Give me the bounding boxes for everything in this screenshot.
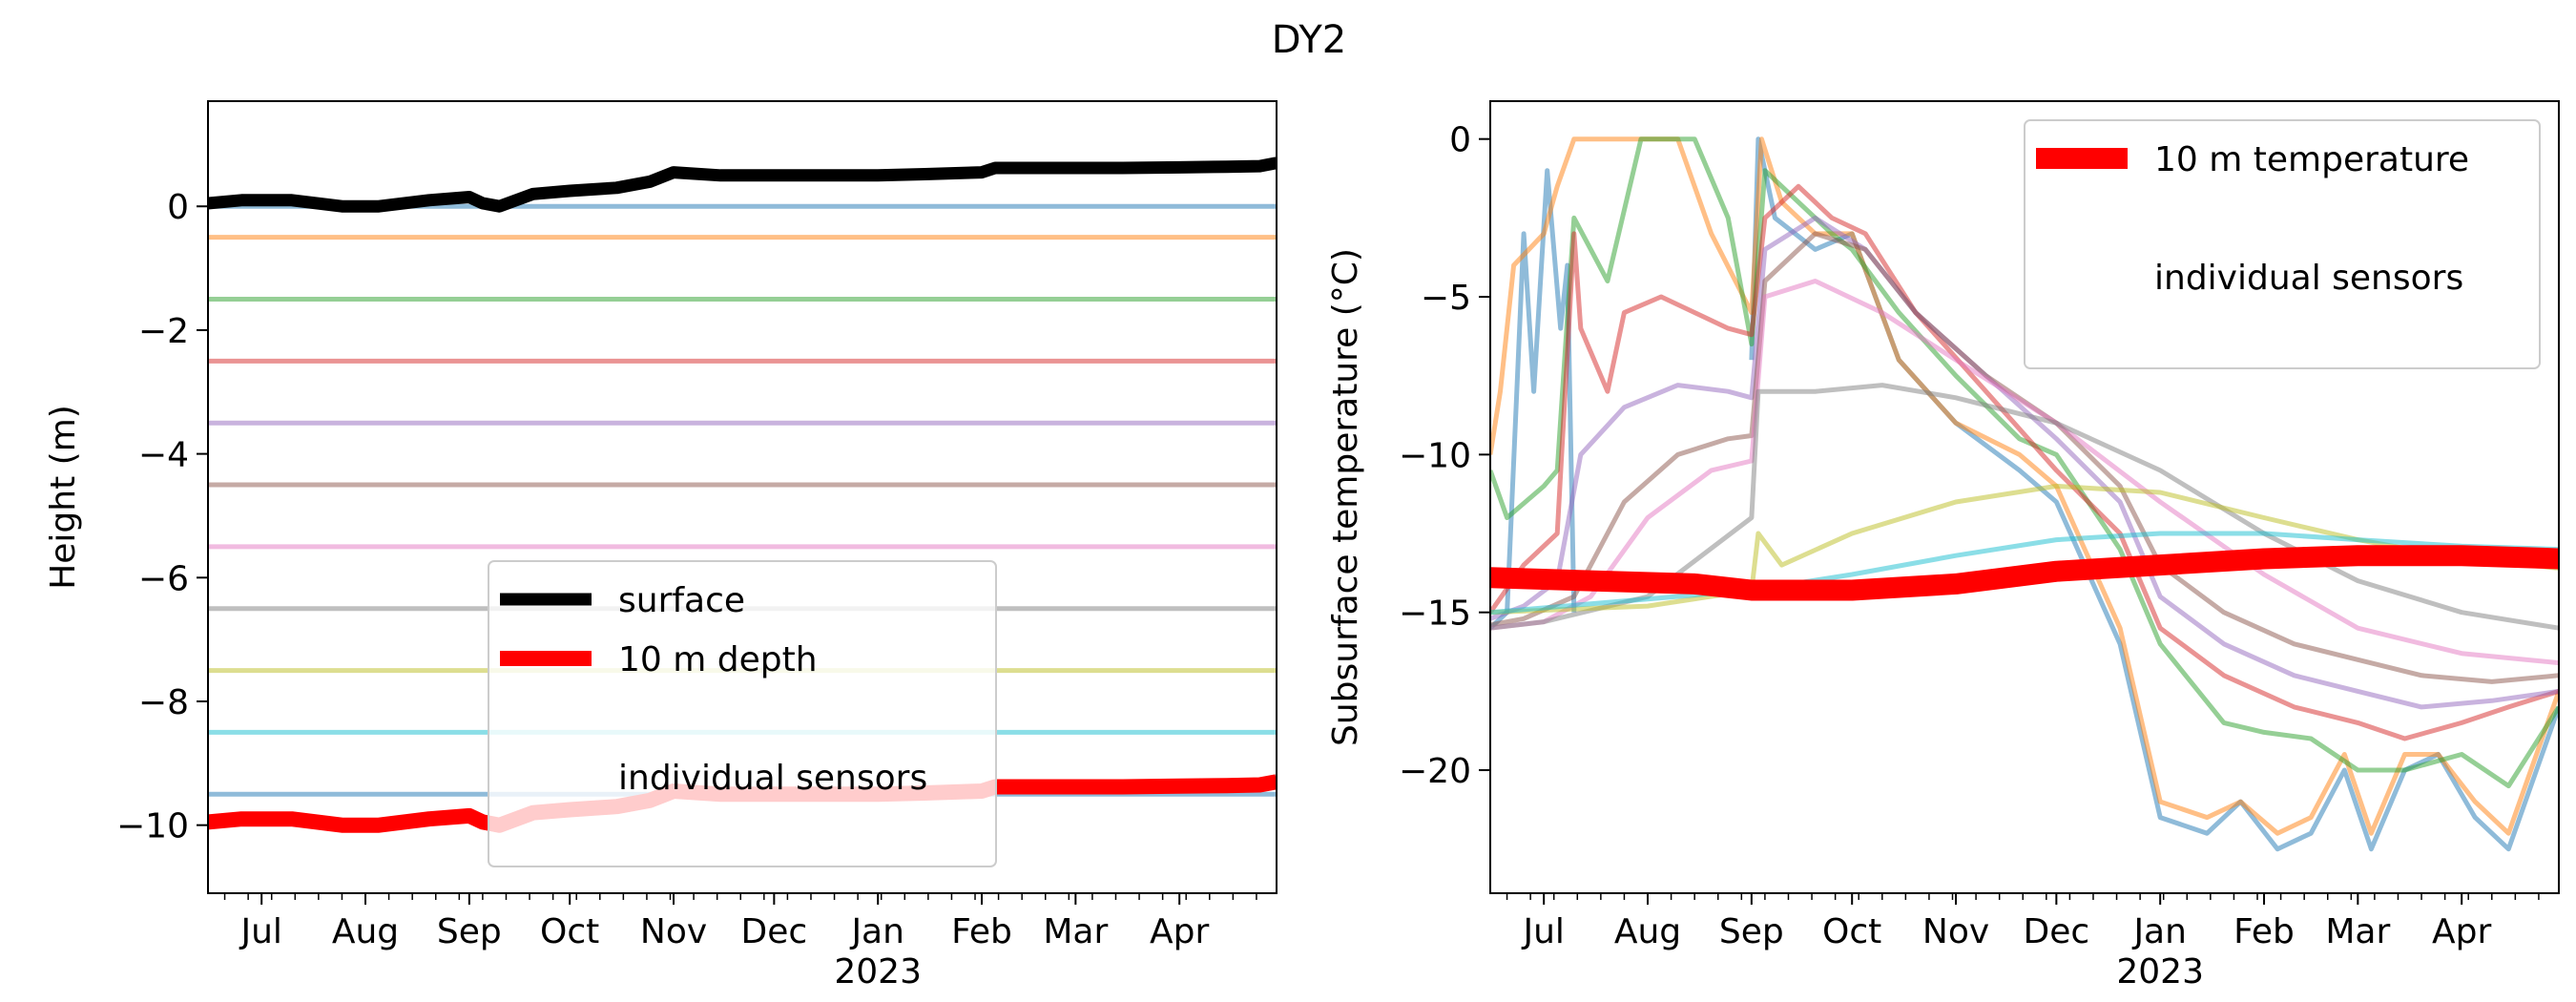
y-tick-label: −2: [138, 312, 189, 351]
y-tick-label: 0: [1449, 121, 1471, 160]
x-tick-label: Dec: [741, 912, 808, 951]
x-tick-label: Sep: [437, 912, 502, 951]
x-tick-label: Jan: [2131, 912, 2187, 951]
height-panel: 0 −2 −4 −6 −8 −10 Jul Aug Sep Oct Nov Dec Jan Feb Mar A…: [44, 100, 1278, 992]
y-tick-label: 0: [167, 188, 189, 227]
x-tick-label: Dec: [2024, 912, 2090, 951]
10-m-temperature-line: [1490, 545, 2559, 601]
y-tick-label: −20: [1399, 752, 1471, 791]
x-tick-label: Apr: [1150, 912, 1209, 951]
sensor-line-2: [1490, 136, 2559, 836]
legend-box: [488, 560, 997, 867]
legend-label: individual sensors: [618, 759, 927, 798]
x-tick-label: Nov: [1922, 912, 1989, 951]
y-tick-label: −8: [138, 683, 189, 722]
x-tick-label: Apr: [2432, 912, 2491, 951]
plot-area: [1490, 136, 2559, 852]
x-year-label: 2023: [2116, 952, 2204, 992]
y-tick-label: −5: [1421, 279, 1471, 318]
y-tick-label: −10: [116, 807, 189, 846]
x-tick-label: Jul: [1521, 912, 1564, 951]
y-tick-label: −10: [1399, 436, 1471, 475]
x-tick-label: Oct: [540, 912, 599, 951]
axes-frame: [207, 100, 1278, 894]
sensor-line-6: [1490, 231, 2559, 684]
y-axis-label: Height (m): [44, 405, 83, 590]
x-year-label: 2023: [834, 952, 922, 992]
y-tick-label: −15: [1399, 595, 1471, 634]
sensor-line-7: [1490, 279, 2559, 666]
surface-line: [208, 157, 1277, 213]
x-tick-label: Aug: [1614, 912, 1681, 951]
legend-label: 10 m temperature: [2154, 140, 2469, 179]
x-tick-label: Sep: [1719, 912, 1784, 951]
x-tick-label: Mar: [1043, 912, 1108, 951]
temperature-panel: 0 −5 −10 −15 −20 Jul Aug Sep Oct Nov Dec Jan Feb Mar A…: [1326, 100, 2560, 992]
y-tick-label: −6: [138, 559, 189, 598]
x-tick-label: Jan: [849, 912, 904, 951]
x-tick-label: Aug: [332, 912, 399, 951]
sensor-line-3: [1490, 136, 2559, 789]
x-tick-label: Nov: [640, 912, 707, 951]
axes-frame: [1489, 100, 2560, 894]
x-tick-label: Mar: [2325, 912, 2390, 951]
legend-label: 10 m depth: [618, 640, 818, 679]
figure-title: DY2: [1272, 18, 1347, 62]
y-axis-label: Subsurface temperature (°C): [1326, 248, 1365, 746]
x-tick-label: Feb: [951, 912, 1012, 951]
legend-label: surface: [618, 581, 745, 620]
x-tick-label: Feb: [2233, 912, 2295, 951]
x-tick-label: Oct: [1822, 912, 1881, 951]
legend-box: [2024, 119, 2541, 369]
x-tick-label: Jul: [239, 912, 281, 951]
sensor-line-4: [1490, 183, 2559, 741]
legend-label: individual sensors: [2154, 259, 2463, 298]
y-tick-label: −4: [138, 436, 189, 475]
